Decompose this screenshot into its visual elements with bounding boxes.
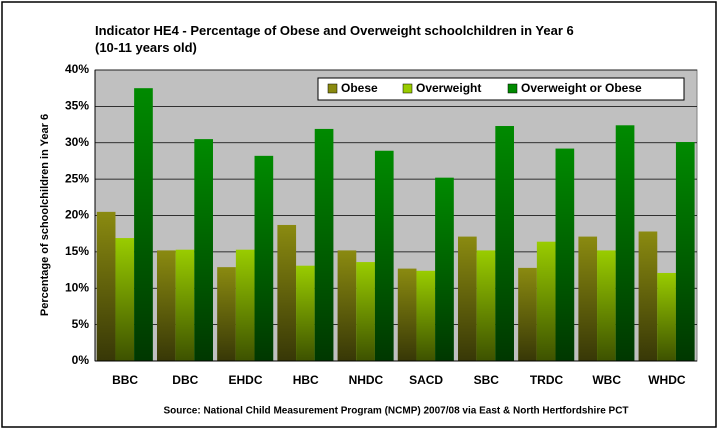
bar	[435, 177, 454, 361]
y-axis-label: Percentage of schoolchildren in Year 6	[39, 114, 51, 316]
y-tick-label: 0%	[72, 353, 90, 367]
y-tick-label: 10%	[65, 280, 89, 294]
bar	[657, 272, 676, 361]
bar	[194, 139, 213, 361]
x-tick-label: HBC	[293, 373, 319, 387]
bar	[536, 241, 556, 361]
bar	[217, 267, 236, 361]
bar	[314, 128, 334, 361]
bar	[374, 150, 394, 361]
source-note: Source: National Child Measurement Progr…	[163, 406, 628, 417]
bar	[337, 250, 357, 361]
x-tick-label: SBC	[474, 373, 500, 387]
bar	[555, 148, 575, 361]
bar	[476, 250, 496, 361]
bar	[495, 126, 514, 361]
bar	[235, 249, 255, 361]
bar	[254, 155, 274, 361]
bar	[277, 224, 297, 361]
bar	[578, 236, 598, 361]
bar	[356, 262, 375, 361]
bar	[597, 250, 616, 361]
y-tick-label: 40%	[65, 62, 89, 76]
x-tick-label: TRDC	[530, 373, 564, 387]
bar	[615, 125, 635, 361]
bar	[134, 88, 153, 361]
legend-label: Obese	[341, 81, 378, 95]
legend-swatch	[402, 83, 413, 94]
bar	[518, 267, 537, 361]
x-tick-label: NHDC	[349, 373, 384, 387]
bar	[416, 270, 436, 361]
y-tick-label: 25%	[65, 171, 89, 185]
legend-label: Overweight or Obese	[521, 81, 642, 95]
bar	[675, 142, 695, 361]
x-tick-label: BBC	[112, 373, 138, 387]
legend-swatch	[507, 83, 518, 94]
bar	[115, 238, 135, 361]
bar	[157, 250, 176, 361]
bar	[638, 231, 658, 361]
y-tick-label: 35%	[65, 99, 89, 113]
bar	[458, 236, 477, 361]
bar	[96, 211, 116, 361]
x-tick-label: EHDC	[228, 373, 262, 387]
x-tick-label: WBC	[592, 373, 621, 387]
chart-title: Indicator HE4 - Percentage of Obese and …	[95, 23, 574, 55]
bar	[175, 249, 195, 361]
legend-label: Overweight	[416, 81, 481, 95]
y-tick-label: 5%	[72, 317, 90, 331]
bar	[296, 265, 315, 361]
x-tick-label: SACD	[409, 373, 443, 387]
legend-box	[317, 77, 685, 101]
x-tick-label: WHDC	[648, 373, 686, 387]
x-tick-label: DBC	[172, 373, 198, 387]
y-tick-label: 20%	[65, 208, 89, 222]
y-tick-label: 15%	[65, 244, 89, 258]
y-tick-label: 30%	[65, 135, 89, 149]
bar	[397, 268, 417, 361]
legend-swatch	[327, 83, 338, 94]
